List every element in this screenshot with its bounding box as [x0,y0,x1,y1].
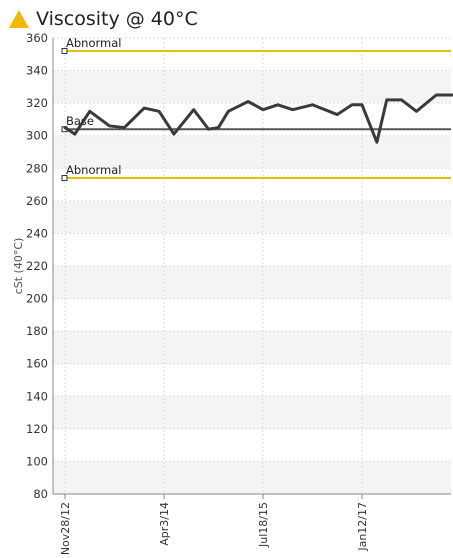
y-tick-label: 80 [33,487,48,501]
plot-band [53,396,451,429]
data-point [415,110,418,113]
plot-band [53,331,451,364]
x-tick-label: Jul18/15 [257,502,270,548]
series-line [63,93,453,144]
data-point [311,103,314,106]
y-tick-label: 360 [26,31,48,45]
data-point [123,126,126,129]
data-point [247,100,249,103]
y-tick-label: 220 [26,259,48,273]
data-point [192,108,195,111]
y-axis-label: cSt (40°C) [12,238,25,295]
threshold-label: Abnormal [66,36,121,50]
data-point [173,133,175,135]
data-point [385,99,388,101]
data-point [435,94,438,96]
y-tick-label: 160 [26,357,48,371]
plot-band [53,200,451,234]
data-point [217,126,220,129]
y-tick-label: 260 [26,194,48,208]
y-tick-label: 120 [26,422,48,436]
data-point [277,103,279,106]
y-tick-label: 280 [26,161,48,175]
data-point [400,99,403,101]
data-point [88,110,91,113]
threshold-label: Abnormal [66,163,121,177]
data-point [158,110,160,113]
x-tick-label: Nov28/12 [59,502,72,555]
chart-header: Viscosity @ 40°C [8,6,198,32]
data-point [74,133,76,135]
y-tick-label: 200 [26,292,48,306]
plot-band [53,70,451,104]
plot-band [53,266,451,299]
y-tick-label: 300 [26,129,48,143]
data-point [291,108,294,111]
y-tick-label: 240 [26,226,48,240]
data-point [108,125,111,127]
plot-band [53,135,451,169]
data-point [351,103,353,106]
data-point [207,128,210,130]
y-tick-label: 320 [26,96,48,110]
y-tick-label: 140 [26,389,48,403]
plot-band [53,461,451,494]
data-point [143,107,145,109]
threshold-marker [61,175,68,182]
y-tick-label: 100 [26,454,48,468]
chart-title: Viscosity @ 40°C [36,8,198,30]
y-tick-label: 180 [26,324,48,338]
data-point [361,103,363,106]
warning-triangle-icon [9,10,29,28]
y-tick-label: 340 [26,64,48,78]
x-tick-label: Apr3/14 [158,502,171,546]
data-point [376,141,378,144]
data-point [227,110,230,113]
data-point [336,113,339,116]
data-point [262,108,264,111]
data-point [64,126,66,129]
x-tick-label: Jan12/17 [356,502,369,552]
threshold-marker [61,48,68,55]
